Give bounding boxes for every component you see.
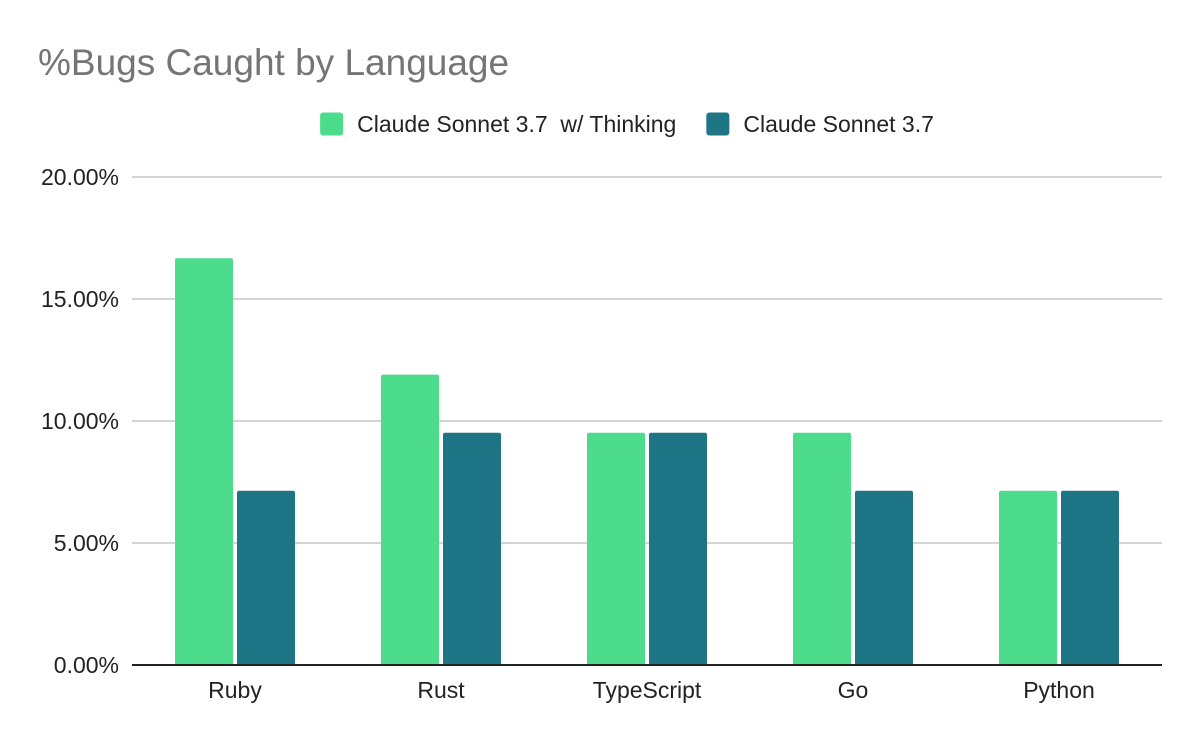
bar-typescript-series-1 — [587, 432, 645, 665]
legend-swatch — [706, 112, 730, 136]
bars — [175, 258, 1119, 665]
legend: Claude Sonnet 3.7 w/ Thinking Claude Sonn… — [320, 111, 934, 137]
chart-title: %Bugs Caught by Language — [38, 42, 509, 83]
bar-rust-series-2 — [443, 432, 501, 665]
bar-go-series-1 — [793, 432, 851, 665]
bar-go-series-2 — [855, 490, 913, 665]
legend-item-1: Claude Sonnet 3.7 w/ Thinking — [320, 111, 676, 137]
bar-python-series-1 — [999, 490, 1057, 665]
bar-ruby-series-2 — [237, 490, 295, 665]
legend-item-2: Claude Sonnet 3.7 — [706, 111, 934, 137]
legend-swatch — [320, 112, 344, 136]
y-tick-label: 20.00% — [41, 164, 119, 190]
x-tick-label: Ruby — [208, 677, 262, 703]
bar-python-series-2 — [1061, 490, 1119, 665]
bar-ruby-series-1 — [175, 258, 233, 665]
x-axis-tick-labels: Ruby Rust TypeScript Go Python — [208, 677, 1095, 703]
legend-label: Claude Sonnet 3.7 — [743, 111, 934, 137]
y-tick-label: 5.00% — [54, 530, 119, 556]
y-tick-label: 15.00% — [41, 286, 119, 312]
x-tick-label: TypeScript — [593, 677, 702, 703]
legend-label: Claude Sonnet 3.7 w/ Thinking — [357, 111, 676, 137]
y-axis-tick-labels: 0.00% 5.00% 10.00% 15.00% 20.00% — [41, 164, 119, 678]
x-tick-label: Python — [1023, 677, 1095, 703]
gridlines — [132, 176, 1162, 544]
y-tick-label: 10.00% — [41, 408, 119, 434]
y-tick-label: 0.00% — [54, 652, 119, 678]
bar-typescript-series-2 — [649, 432, 707, 665]
x-tick-label: Go — [838, 677, 869, 703]
bar-rust-series-1 — [381, 374, 439, 665]
x-tick-label: Rust — [417, 677, 465, 703]
